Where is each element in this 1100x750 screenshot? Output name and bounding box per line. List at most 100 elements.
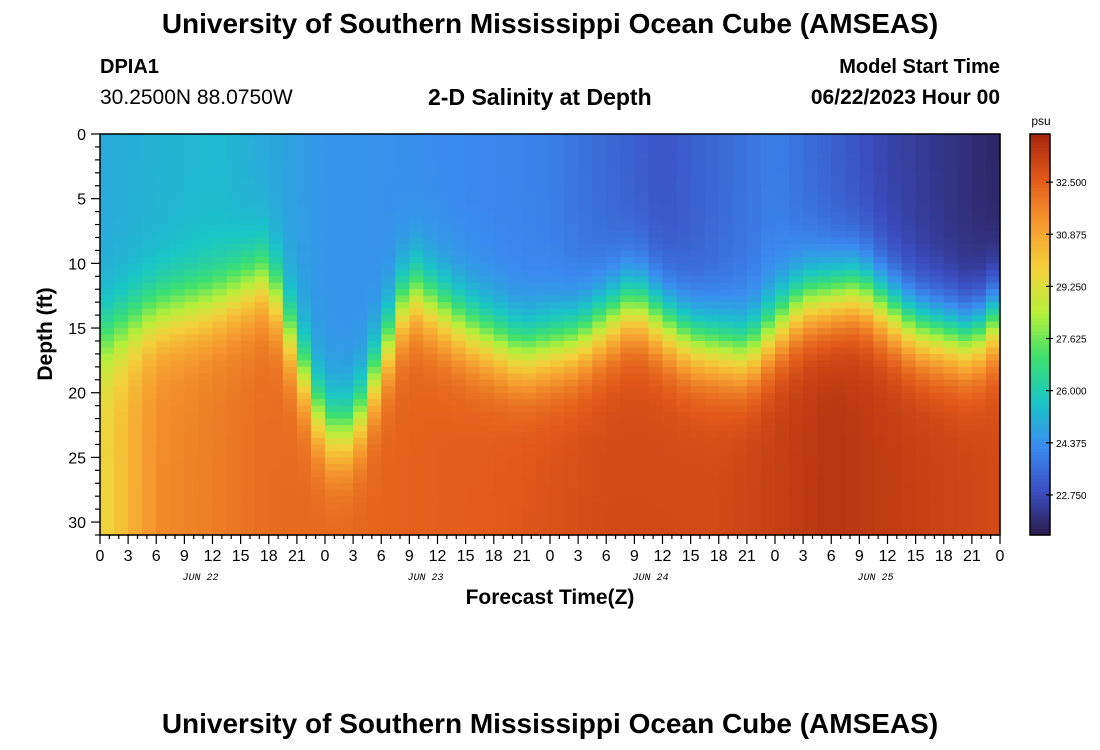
station-coordinates: 30.2500N 88.0750W [100,86,293,109]
heatmap-cell [971,450,987,458]
heatmap-cell [325,463,340,471]
heatmap-cell [507,198,523,206]
heatmap-cell [817,172,832,180]
heatmap-cell [550,496,565,504]
x-tick-label: 12 [429,548,447,565]
colorbar-segment [1030,234,1050,239]
heatmap-cell [550,159,565,167]
heatmap-cell [873,302,889,310]
heatmap-cell [437,437,453,446]
heatmap-cell [901,353,917,361]
heatmap-cell [845,276,860,284]
heatmap-cell [156,450,171,458]
heatmap-cell [957,146,973,155]
heatmap-cell [704,476,720,484]
heatmap-cell [550,153,565,161]
heatmap-cell [437,412,453,420]
heatmap-cell [409,205,425,213]
heatmap-cell [901,476,917,484]
heatmap-cell [296,302,312,310]
heatmap-cell [212,405,228,413]
heatmap-cell [367,347,382,355]
heatmap-cell [268,315,284,323]
heatmap-cell [409,522,425,530]
heatmap-cell [564,308,579,316]
heatmap-cell [240,425,256,433]
heatmap-cell [339,360,354,368]
heatmap-cell [142,159,157,167]
heatmap-cell [423,146,439,155]
colorbar-segment [1030,494,1050,499]
heatmap-cell [901,153,917,161]
heatmap-cell [648,243,664,252]
heatmap-cell [732,450,748,458]
heatmap-cell [592,457,607,465]
heatmap-cell [915,218,931,226]
heatmap-cell [789,146,804,155]
heatmap-cell [760,192,776,200]
heatmap-cell [620,528,635,536]
heatmap-cell [746,256,762,264]
heatmap-cell [873,179,889,187]
heatmap-cell [606,334,621,342]
heatmap-cell [985,444,1001,452]
x-tick-label: 15 [232,548,250,565]
colorbar-tick-label: 29.250 [1056,282,1087,293]
heatmap-cell [676,373,692,381]
heatmap-cell [620,418,635,426]
heatmap-cell [240,166,256,174]
heatmap-cell [325,399,340,407]
colorbar-segment [1030,180,1050,185]
heatmap-cell [212,192,228,200]
heatmap-cell [296,463,312,471]
heatmap-cell [310,159,326,167]
heatmap-cell [859,392,875,400]
heatmap-cell [592,347,607,355]
heatmap-cell [606,399,621,407]
heatmap-cell [817,263,832,271]
heatmap-cell [606,289,621,297]
heatmap-cell [606,218,621,226]
heatmap-cell [254,256,270,264]
heatmap-cell [620,185,635,193]
heatmap-cell [409,185,425,193]
heatmap-cell [634,250,650,258]
heatmap-cell [395,425,410,433]
heatmap-cell [887,256,903,264]
heatmap-cell [479,515,495,523]
heatmap-cell [873,205,889,213]
colorbar-segment [1030,277,1050,282]
heatmap-cell [634,399,650,407]
heatmap-cell [873,457,889,465]
heatmap-cell [521,366,537,374]
heatmap-cell [423,392,439,400]
heatmap-cell [620,250,635,258]
heatmap-cell [493,431,509,439]
heatmap-cell [732,315,748,323]
heatmap-cell [831,159,846,167]
x-tick-label: 18 [710,548,728,565]
heatmap-cell [929,256,945,264]
heatmap-cell [746,159,762,167]
heatmap-cell [760,418,776,426]
heatmap-cell [325,450,340,458]
heatmap-cell [550,418,565,426]
heatmap-cell [901,489,917,497]
heatmap-cell [606,373,621,381]
heatmap-cell [212,476,228,484]
heatmap-cell [789,418,804,426]
heatmap-cell [353,153,368,161]
heatmap-cell [184,308,200,316]
heatmap-cell [535,483,551,491]
heatmap-cell [493,392,509,400]
heatmap-cell [775,399,790,407]
heatmap-cell [831,425,846,433]
heatmap-cell [915,418,931,426]
heatmap-cell [648,256,664,264]
heatmap-cell [957,159,973,167]
heatmap-cell [634,231,650,239]
heatmap-cell [339,399,354,407]
heatmap-cell [760,425,776,433]
heatmap-cell [128,231,143,239]
heatmap-cell [859,185,875,193]
